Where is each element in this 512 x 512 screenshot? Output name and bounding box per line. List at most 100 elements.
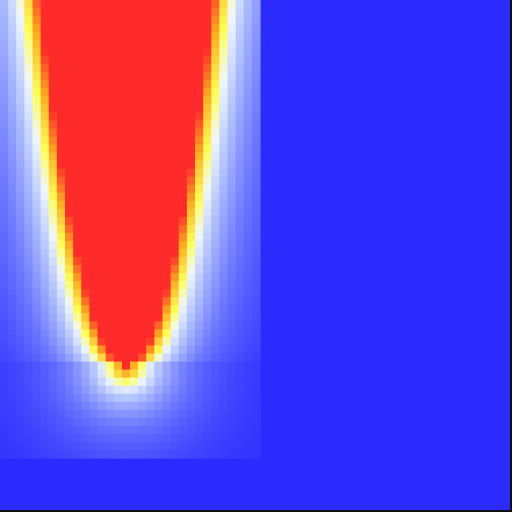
heatmap-cell xyxy=(138,297,147,306)
heatmap-cell xyxy=(48,160,58,170)
heatmap-cell xyxy=(146,257,155,266)
heatmap-cell xyxy=(211,104,220,114)
heatmap-cell xyxy=(146,176,155,186)
heatmap-cell xyxy=(0,184,9,194)
heatmap-cell xyxy=(195,433,204,443)
heatmap-cell xyxy=(48,184,58,194)
heatmap-cell xyxy=(89,337,99,347)
heatmap-cell xyxy=(40,353,50,363)
heatmap-cell xyxy=(130,216,139,226)
heatmap-cell xyxy=(211,184,220,194)
heatmap-cell xyxy=(24,233,34,242)
heatmap-cell xyxy=(97,192,107,202)
heatmap-cell xyxy=(0,409,9,419)
heatmap-cell xyxy=(203,385,212,395)
heatmap-cell xyxy=(40,265,50,274)
heatmap-cell xyxy=(146,433,155,443)
heatmap-cell xyxy=(16,24,25,33)
heatmap-cell xyxy=(121,377,131,387)
heatmap-cell xyxy=(97,136,107,146)
heatmap-cell xyxy=(235,385,245,395)
heatmap-cell xyxy=(97,144,107,154)
heatmap-cell xyxy=(81,385,90,395)
heatmap-cell xyxy=(16,417,25,427)
heatmap-cell xyxy=(130,249,139,258)
heatmap-cell xyxy=(211,152,220,162)
heatmap-cell xyxy=(121,224,131,234)
heatmap-cell xyxy=(227,265,237,274)
heatmap-cell xyxy=(130,152,139,162)
heatmap-cell xyxy=(56,265,66,274)
heatmap-cell xyxy=(203,265,212,274)
heatmap-cell xyxy=(32,200,42,210)
heatmap-cell xyxy=(40,393,50,403)
heatmap-cell xyxy=(251,216,261,226)
heatmap-cell xyxy=(89,56,99,65)
heatmap-cell xyxy=(65,200,74,210)
heatmap-cell xyxy=(203,313,212,323)
heatmap-cell xyxy=(105,313,115,323)
heatmap-cell xyxy=(40,64,50,73)
heatmap-cell xyxy=(195,241,204,250)
heatmap-cell xyxy=(162,449,172,459)
heatmap-cell xyxy=(219,385,229,395)
heatmap-cell xyxy=(73,168,82,178)
heatmap-cell xyxy=(186,192,196,202)
heatmap-cell xyxy=(89,297,99,306)
heatmap-cell xyxy=(8,369,17,379)
heatmap-cell xyxy=(243,24,253,33)
heatmap-cell xyxy=(8,208,17,218)
heatmap-cell xyxy=(73,48,82,57)
heatmap-cell xyxy=(113,393,123,403)
heatmap-cell xyxy=(81,401,90,411)
heatmap-cell xyxy=(0,449,9,459)
heatmap-cell xyxy=(8,56,17,65)
heatmap-cell xyxy=(219,136,229,146)
heatmap-cell xyxy=(40,168,50,178)
heatmap-cell xyxy=(16,128,25,138)
heatmap-cell xyxy=(8,40,17,49)
heatmap-cell xyxy=(81,208,90,218)
heatmap-cell xyxy=(73,152,82,162)
heatmap-cell xyxy=(105,401,115,411)
heatmap-cell xyxy=(243,88,253,98)
heatmap-cell xyxy=(203,72,212,81)
heatmap-cell xyxy=(211,192,220,202)
heatmap-cell xyxy=(113,241,123,250)
heatmap-cell xyxy=(32,128,42,138)
heatmap-cell xyxy=(178,425,188,435)
heatmap-cell xyxy=(227,192,237,202)
heatmap-cell xyxy=(219,144,229,154)
heatmap-cell xyxy=(40,176,50,186)
heatmap-cell xyxy=(73,321,82,331)
heatmap-cell xyxy=(48,168,58,178)
heatmap-cell xyxy=(65,216,74,226)
heatmap-cell xyxy=(203,369,212,379)
heatmap-cell xyxy=(130,401,139,411)
heatmap-cell xyxy=(154,72,164,81)
heatmap-cell xyxy=(203,417,212,427)
heatmap-cell xyxy=(130,128,139,138)
heatmap-cell xyxy=(105,337,115,347)
heatmap-cell xyxy=(113,265,123,274)
heatmap-cell xyxy=(227,441,237,451)
heatmap-cell xyxy=(235,401,245,411)
heatmap-cell xyxy=(211,120,220,130)
heatmap-cell xyxy=(40,40,50,49)
heatmap-cell xyxy=(170,144,180,154)
heatmap-cell xyxy=(170,72,180,81)
heatmap-cell xyxy=(113,136,123,146)
heatmap-cell xyxy=(203,233,212,242)
heatmap-cell xyxy=(243,184,253,194)
heatmap-cell xyxy=(146,361,155,371)
heatmap-cell xyxy=(40,441,50,451)
heatmap-cell xyxy=(154,56,164,65)
heatmap-cell xyxy=(235,104,245,114)
heatmap-cell xyxy=(251,112,261,122)
heatmap-cell xyxy=(0,289,9,298)
heatmap-cell xyxy=(56,8,66,17)
heatmap-cell xyxy=(186,385,196,395)
heatmap-cell xyxy=(121,369,131,379)
heatmap-cell xyxy=(235,96,245,106)
heatmap-cell xyxy=(56,88,66,98)
